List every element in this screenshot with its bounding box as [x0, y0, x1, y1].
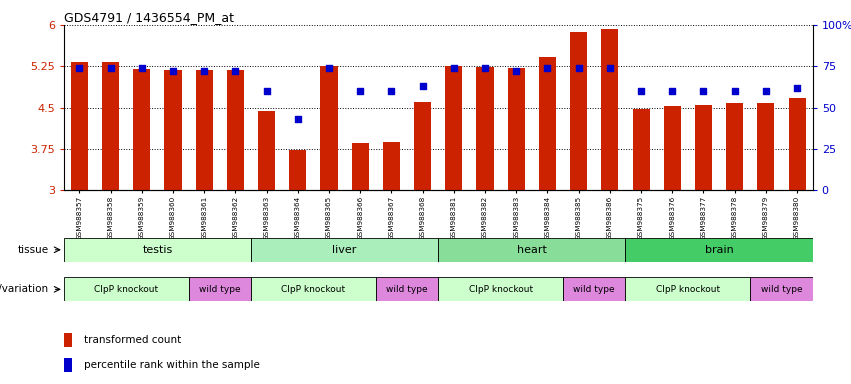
Bar: [134, 69, 151, 190]
Text: ClpP knockout: ClpP knockout: [94, 285, 158, 294]
Point: [665, 88, 679, 94]
Bar: [789, 98, 806, 190]
Bar: [751, 277, 813, 301]
Bar: [563, 277, 625, 301]
Bar: [438, 238, 625, 262]
Point: [572, 65, 585, 71]
Bar: [64, 358, 72, 372]
Bar: [625, 277, 751, 301]
Text: wild type: wild type: [761, 285, 802, 294]
Text: ClpP knockout: ClpP knockout: [469, 285, 533, 294]
Bar: [164, 70, 181, 190]
Bar: [289, 150, 306, 190]
Point: [323, 65, 336, 71]
Bar: [383, 142, 400, 190]
Bar: [570, 31, 587, 190]
Text: wild type: wild type: [574, 285, 615, 294]
Bar: [251, 277, 376, 301]
Text: heart: heart: [517, 245, 547, 255]
Text: liver: liver: [333, 245, 357, 255]
Text: tissue: tissue: [18, 245, 49, 255]
Point: [759, 88, 773, 94]
Point: [478, 65, 492, 71]
Bar: [102, 62, 119, 190]
Point: [791, 84, 804, 91]
Bar: [64, 238, 251, 262]
Text: wild type: wild type: [199, 285, 241, 294]
Bar: [664, 106, 681, 190]
Bar: [602, 29, 619, 190]
Bar: [414, 102, 431, 190]
Bar: [196, 70, 213, 190]
Bar: [351, 143, 368, 190]
Bar: [625, 238, 813, 262]
Point: [634, 88, 648, 94]
Text: wild type: wild type: [386, 285, 428, 294]
Bar: [321, 66, 338, 190]
Point: [197, 68, 211, 74]
Text: percentile rank within the sample: percentile rank within the sample: [84, 360, 260, 370]
Text: testis: testis: [142, 245, 173, 255]
Point: [291, 116, 305, 122]
Point: [540, 65, 554, 71]
Bar: [757, 103, 774, 190]
Bar: [438, 277, 563, 301]
Point: [728, 88, 741, 94]
Point: [353, 88, 367, 94]
Text: ClpP knockout: ClpP knockout: [656, 285, 720, 294]
Point: [447, 65, 460, 71]
Point: [135, 65, 149, 71]
Point: [603, 65, 617, 71]
Bar: [227, 70, 244, 190]
Text: brain: brain: [705, 245, 734, 255]
Bar: [258, 111, 275, 190]
Bar: [726, 103, 743, 190]
Point: [510, 68, 523, 74]
Bar: [477, 67, 494, 190]
Text: genotype/variation: genotype/variation: [0, 284, 49, 295]
Bar: [71, 62, 88, 190]
Point: [229, 68, 243, 74]
Bar: [251, 238, 438, 262]
Point: [697, 88, 711, 94]
Bar: [64, 277, 189, 301]
Point: [104, 65, 117, 71]
Point: [416, 83, 430, 89]
Bar: [445, 66, 462, 190]
Text: ClpP knockout: ClpP knockout: [282, 285, 346, 294]
Text: transformed count: transformed count: [84, 335, 181, 345]
Bar: [376, 277, 438, 301]
Bar: [695, 105, 712, 190]
Text: GDS4791 / 1436554_PM_at: GDS4791 / 1436554_PM_at: [64, 11, 234, 24]
Point: [166, 68, 180, 74]
Bar: [508, 68, 525, 190]
Point: [385, 88, 398, 94]
Point: [260, 88, 273, 94]
Bar: [189, 277, 251, 301]
Bar: [632, 109, 649, 190]
Bar: [539, 57, 556, 190]
Point: [72, 65, 86, 71]
Bar: [64, 333, 72, 348]
